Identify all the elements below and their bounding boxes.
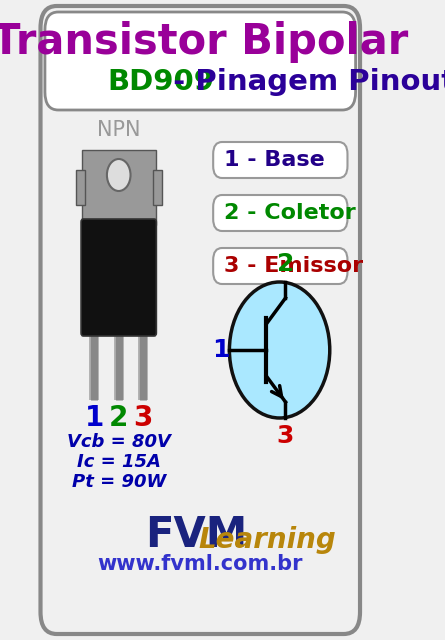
Text: 3: 3 [134, 404, 153, 432]
Text: Learning: Learning [198, 526, 336, 554]
FancyBboxPatch shape [76, 170, 85, 205]
Text: 3: 3 [277, 424, 294, 448]
Text: Ic = 15A: Ic = 15A [77, 453, 161, 471]
FancyBboxPatch shape [81, 219, 156, 336]
Text: www.fvml.com.br: www.fvml.com.br [97, 554, 303, 574]
Text: 2: 2 [277, 252, 294, 276]
Text: Pt = 90W: Pt = 90W [72, 473, 166, 491]
Text: 1: 1 [212, 338, 229, 362]
Circle shape [107, 159, 130, 191]
Text: BD909: BD909 [107, 68, 214, 96]
Text: 3 - Emissor: 3 - Emissor [223, 256, 363, 276]
Text: 2 - Coletor: 2 - Coletor [223, 203, 355, 223]
FancyBboxPatch shape [213, 195, 348, 231]
Circle shape [230, 282, 330, 418]
Text: 1 - Base: 1 - Base [223, 150, 324, 170]
FancyBboxPatch shape [153, 170, 162, 205]
Text: 2: 2 [109, 404, 129, 432]
FancyBboxPatch shape [40, 6, 360, 634]
Text: NPN: NPN [97, 120, 141, 140]
FancyBboxPatch shape [45, 12, 356, 110]
Text: Transistor Bipolar: Transistor Bipolar [0, 21, 408, 63]
Text: FVM: FVM [145, 514, 247, 556]
Text: Vcb = 80V: Vcb = 80V [67, 433, 171, 451]
FancyBboxPatch shape [213, 142, 348, 178]
FancyBboxPatch shape [82, 150, 156, 225]
Text: 1: 1 [85, 404, 104, 432]
Text: - Pinagem Pinout: - Pinagem Pinout [163, 68, 445, 96]
FancyBboxPatch shape [213, 248, 348, 284]
